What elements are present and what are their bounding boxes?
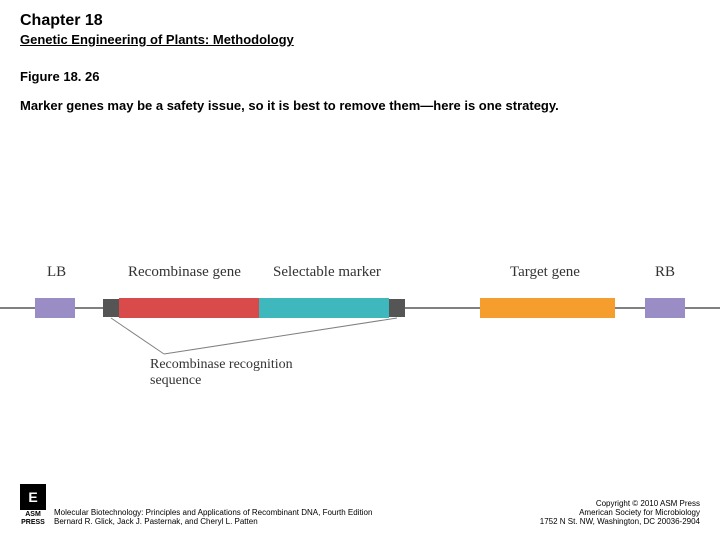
logo-icon: E — [20, 484, 46, 510]
chapter-title: Chapter 18 — [20, 12, 700, 30]
copyright-line1: Copyright © 2010 ASM Press — [540, 499, 700, 508]
footer-left: E ASM PRESS Molecular Biotechnology: Pri… — [20, 484, 372, 526]
block-lb — [35, 298, 75, 318]
logo-text-asm: ASM — [20, 511, 46, 518]
copyright-line3: 1752 N St. NW, Washington, DC 20036-2904 — [540, 517, 700, 526]
citation-line1: Molecular Biotechnology: Principles and … — [54, 508, 372, 517]
footer-right: Copyright © 2010 ASM Press American Soci… — [540, 499, 700, 526]
logo-text-press: PRESS — [20, 519, 46, 526]
asm-press-logo: E ASM PRESS — [20, 484, 46, 526]
figure-caption: Marker genes may be a safety issue, so i… — [0, 84, 720, 113]
gene-diagram: LB Recombinase gene Selectable marker Targe… — [0, 260, 720, 390]
copyright-line2: American Society for Microbiology — [540, 508, 700, 517]
label-lb: LB — [47, 264, 66, 280]
label-recombinase: Recombinase gene — [128, 264, 241, 280]
block-target — [480, 298, 615, 318]
figure-label: Figure 18. 26 — [0, 51, 720, 84]
block-rrs2 — [389, 299, 405, 317]
footer-citation: Molecular Biotechnology: Principles and … — [54, 508, 372, 526]
chapter-subtitle: Genetic Engineering of Plants: Methodolo… — [20, 32, 700, 47]
block-marker — [259, 298, 389, 318]
block-rrs1 — [103, 299, 119, 317]
block-rb — [645, 298, 685, 318]
citation-line2: Bernard R. Glick, Jack J. Pasternak, and… — [54, 517, 372, 526]
label-rb: RB — [655, 264, 675, 280]
label-target: Target gene — [510, 264, 580, 280]
footer: E ASM PRESS Molecular Biotechnology: Pri… — [0, 484, 720, 526]
block-recombinase — [119, 298, 259, 318]
label-marker: Selectable marker — [273, 264, 381, 280]
annotation-line1: Recombinase recognition — [150, 357, 293, 372]
header: Chapter 18 Genetic Engineering of Plants… — [0, 0, 720, 51]
annotation-line2: sequence — [150, 373, 201, 388]
